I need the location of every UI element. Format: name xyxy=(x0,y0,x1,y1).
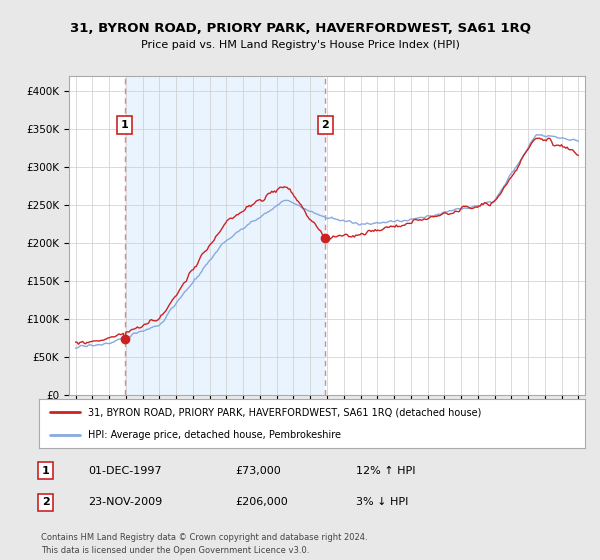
Text: 1: 1 xyxy=(41,465,49,475)
Text: 01-DEC-1997: 01-DEC-1997 xyxy=(88,465,162,475)
Text: £206,000: £206,000 xyxy=(236,497,289,507)
Text: 1: 1 xyxy=(121,120,128,130)
Text: Contains HM Land Registry data © Crown copyright and database right 2024.
This d: Contains HM Land Registry data © Crown c… xyxy=(41,533,367,554)
Text: 12% ↑ HPI: 12% ↑ HPI xyxy=(356,465,415,475)
Text: Price paid vs. HM Land Registry's House Price Index (HPI): Price paid vs. HM Land Registry's House … xyxy=(140,40,460,50)
Text: £73,000: £73,000 xyxy=(236,465,281,475)
Text: 23-NOV-2009: 23-NOV-2009 xyxy=(88,497,163,507)
Text: HPI: Average price, detached house, Pembrokeshire: HPI: Average price, detached house, Pemb… xyxy=(88,430,341,440)
Text: 3% ↓ HPI: 3% ↓ HPI xyxy=(356,497,408,507)
Text: 31, BYRON ROAD, PRIORY PARK, HAVERFORDWEST, SA61 1RQ: 31, BYRON ROAD, PRIORY PARK, HAVERFORDWE… xyxy=(70,21,530,35)
Text: 2: 2 xyxy=(41,497,49,507)
Text: 2: 2 xyxy=(322,120,329,130)
Text: 31, BYRON ROAD, PRIORY PARK, HAVERFORDWEST, SA61 1RQ (detached house): 31, BYRON ROAD, PRIORY PARK, HAVERFORDWE… xyxy=(88,407,482,417)
Bar xyxy=(125,76,325,395)
